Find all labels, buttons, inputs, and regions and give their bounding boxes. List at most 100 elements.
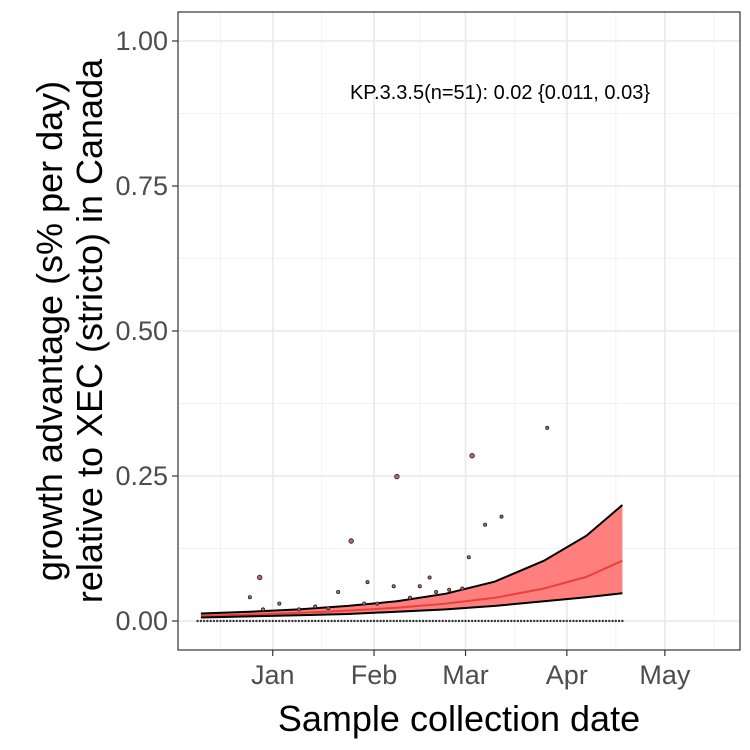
fit-line (200, 559, 623, 617)
zero-point (526, 619, 529, 623)
zero-point (320, 619, 323, 623)
zero-point (363, 619, 366, 623)
data-point (247, 595, 252, 600)
data-point (257, 574, 263, 581)
zero-point (448, 619, 451, 623)
y-tick-label: 1.00 (115, 26, 168, 56)
zero-point (477, 619, 480, 623)
data-point (391, 584, 396, 589)
zero-point (274, 619, 278, 623)
data-point (483, 522, 488, 527)
zero-point (457, 619, 461, 623)
data-point (394, 473, 400, 480)
data-point (499, 514, 504, 519)
zero-point (467, 619, 470, 623)
x-tick-label: Feb (351, 660, 398, 690)
zero-point (572, 619, 575, 623)
confidence-ribbon (200, 505, 623, 618)
zero-point (333, 619, 336, 623)
zero-point (601, 619, 604, 623)
zero-point (474, 619, 477, 623)
zero-point (209, 619, 212, 623)
zero-point (385, 619, 389, 623)
zero-point (278, 619, 281, 623)
data-point (417, 584, 422, 589)
zero-point (255, 619, 258, 623)
zero-point (438, 619, 441, 623)
data-point (260, 607, 265, 612)
zero-point (516, 619, 519, 623)
zero-point (395, 619, 399, 623)
zero-point (402, 619, 405, 623)
x-tick-label: Jan (251, 660, 295, 690)
zero-point (591, 619, 595, 623)
zero-point (565, 619, 568, 623)
zero-point (281, 619, 284, 623)
zero-point (242, 619, 245, 623)
zero-point (451, 619, 454, 623)
zero-point (307, 619, 310, 623)
upper-bound-line (200, 504, 624, 615)
data-point (362, 601, 367, 606)
zero-point (284, 619, 287, 623)
zero-point (389, 619, 392, 623)
data-point (427, 575, 432, 580)
zero-point (369, 619, 372, 623)
zero-point (578, 619, 582, 623)
zero-point (330, 619, 333, 623)
zero-point (617, 619, 621, 623)
chart-annotation: KP.3.3.5(n=51): 0.02 {0.011, 0.03} (350, 82, 650, 104)
zero-point (340, 619, 343, 623)
zero-point (202, 619, 206, 623)
zero-point (317, 619, 320, 623)
zero-point (539, 619, 542, 623)
y-tick-label: 0.25 (115, 461, 168, 491)
zero-point (248, 619, 252, 623)
zero-point (425, 619, 428, 623)
y-tick-label: 0.00 (115, 606, 168, 636)
zero-point (487, 619, 490, 623)
zero-point (235, 619, 238, 623)
zero-point (336, 619, 340, 623)
zero-point (562, 619, 565, 623)
zero-point (497, 619, 500, 623)
zero-point (542, 619, 546, 623)
zero-point (568, 619, 572, 623)
zero-point (549, 619, 552, 623)
data-point (336, 590, 341, 595)
zero-point (196, 619, 199, 623)
data-point (365, 580, 370, 585)
zero-point (582, 619, 585, 623)
y-axis-title-line-1: growth advantage (s% per day) (29, 81, 70, 581)
zero-point (304, 619, 307, 623)
zero-point (415, 619, 418, 623)
zero-point (238, 619, 242, 623)
zero-point (575, 619, 578, 623)
zero-point (480, 619, 484, 623)
zero-point (258, 619, 261, 623)
data-point (469, 453, 475, 459)
zero-point (346, 619, 350, 623)
zero-point (490, 619, 493, 623)
zero-point (428, 619, 431, 623)
zero-point (611, 619, 614, 623)
zero-point (245, 619, 248, 623)
zero-point (265, 619, 268, 623)
zero-point (523, 619, 526, 623)
zero-point (412, 619, 415, 623)
zero-point (421, 619, 425, 623)
data-point (434, 590, 439, 595)
zero-point (232, 619, 235, 623)
zero-point (382, 619, 385, 623)
zero-point (323, 619, 327, 623)
zero-point (608, 619, 611, 623)
zero-point (297, 619, 301, 623)
zero-point (483, 619, 487, 623)
zero-point (350, 619, 353, 623)
zero-point (252, 619, 255, 623)
x-tick-label: Mar (442, 660, 489, 690)
zero-point (392, 619, 395, 623)
data-point (313, 604, 318, 609)
zero-point (376, 619, 379, 623)
data-point (545, 425, 550, 430)
